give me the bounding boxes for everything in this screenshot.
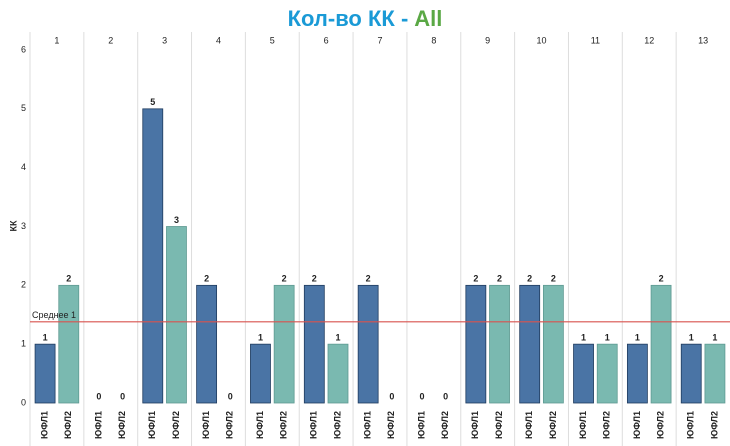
x-tick-label: ЮФЛ2: [279, 411, 289, 439]
data-label: 1: [335, 333, 340, 343]
x-tick-label: ЮФЛ2: [63, 411, 73, 439]
data-label: 2: [366, 274, 371, 284]
group-label: 12: [644, 35, 654, 45]
x-tick-label: ЮФЛ2: [171, 411, 181, 439]
x-tick-label: ЮФЛ1: [524, 411, 534, 439]
data-label: 0: [120, 391, 125, 401]
data-label: 2: [312, 274, 317, 284]
bar: [327, 343, 349, 404]
average-label: Среднее 1: [32, 310, 76, 320]
data-label: 2: [527, 274, 532, 284]
data-label: 1: [43, 333, 48, 343]
x-tick-label: ЮФЛ1: [632, 411, 642, 439]
x-tick-label: ЮФЛ2: [440, 411, 450, 439]
bar: [142, 108, 164, 404]
bar: [357, 284, 379, 404]
x-tick-label: ЮФЛ1: [201, 411, 211, 439]
group-label: 11: [591, 35, 600, 45]
x-tick-label: ЮФЛ1: [255, 411, 265, 439]
x-tick-label: ЮФЛ1: [578, 411, 588, 439]
y-tick-label: 6: [21, 44, 26, 54]
data-label: 2: [473, 274, 478, 284]
data-label: 2: [204, 274, 209, 284]
bar: [465, 284, 487, 404]
title-filter: All: [414, 6, 442, 31]
y-tick-label: 3: [21, 221, 26, 231]
y-tick-label: 2: [21, 280, 26, 290]
bar: [303, 284, 325, 404]
x-tick-label: ЮФЛ2: [655, 411, 665, 439]
data-label: 1: [581, 333, 586, 343]
y-axis-label: КК: [8, 220, 18, 231]
data-label: 0: [96, 391, 101, 401]
bar: [196, 284, 218, 404]
data-label: 2: [497, 274, 502, 284]
bar: [573, 343, 594, 404]
data-label: 1: [689, 333, 694, 343]
bar: [34, 343, 56, 404]
y-tick-label: 5: [21, 103, 26, 113]
data-label: 3: [174, 215, 179, 225]
bar: [704, 343, 726, 404]
data-label: 2: [659, 274, 664, 284]
data-label: 0: [389, 391, 394, 401]
x-tick-label: ЮФЛ2: [709, 411, 719, 439]
bar: [519, 284, 541, 404]
title-main: Кол-во КК -: [288, 6, 409, 31]
bar: [250, 343, 271, 404]
x-tick-label: ЮФЛ1: [147, 411, 157, 439]
x-tick-label: ЮФЛ1: [309, 411, 319, 439]
group-label: 9: [485, 35, 490, 45]
data-label: 0: [443, 391, 448, 401]
y-tick-label: 1: [21, 339, 26, 349]
chart-title: Кол-во КК - All: [288, 6, 443, 31]
y-tick-label: 0: [21, 397, 26, 407]
data-label: 1: [712, 333, 717, 343]
y-tick-label: 4: [21, 162, 26, 172]
group-label: 10: [537, 35, 547, 45]
group-label: 13: [698, 35, 708, 45]
bar: [58, 284, 80, 404]
x-tick-label: ЮФЛ2: [602, 411, 612, 439]
bar: [650, 284, 672, 404]
group-label: 8: [431, 35, 436, 45]
data-label: 0: [419, 391, 424, 401]
group-label: 4: [216, 35, 221, 45]
x-tick-label: ЮФЛ1: [686, 411, 696, 439]
bar: [489, 284, 510, 404]
data-label: 2: [282, 274, 287, 284]
bar: [680, 343, 702, 404]
x-tick-label: ЮФЛ2: [117, 411, 127, 439]
group-label: 3: [162, 35, 167, 45]
data-label: 1: [605, 333, 610, 343]
x-tick-label: ЮФЛ1: [363, 411, 373, 439]
bar: [166, 226, 187, 404]
data-label: 2: [551, 274, 556, 284]
group-label: 7: [377, 35, 382, 45]
x-tick-label: ЮФЛ1: [39, 411, 49, 439]
group-label: 5: [270, 35, 275, 45]
bar: [626, 343, 648, 404]
group-label: 6: [324, 35, 329, 45]
data-label: 1: [635, 333, 640, 343]
x-tick-label: ЮФЛ2: [494, 411, 504, 439]
x-tick-label: ЮФЛ1: [470, 411, 480, 439]
bar: [273, 284, 295, 404]
x-tick-label: ЮФЛ1: [416, 411, 426, 439]
data-label: 2: [66, 274, 71, 284]
bar: [596, 343, 618, 404]
x-tick-label: ЮФЛ2: [386, 411, 396, 439]
data-label: 0: [228, 391, 233, 401]
x-tick-label: ЮФЛ2: [332, 411, 342, 439]
x-tick-label: ЮФЛ2: [548, 411, 558, 439]
group-label: 2: [108, 35, 113, 45]
bar: [542, 284, 564, 404]
data-label: 1: [258, 333, 263, 343]
data-label: 5: [150, 97, 155, 107]
x-tick-label: ЮФЛ2: [225, 411, 235, 439]
x-tick-label: ЮФЛ1: [93, 411, 103, 439]
group-label: 1: [54, 35, 59, 45]
